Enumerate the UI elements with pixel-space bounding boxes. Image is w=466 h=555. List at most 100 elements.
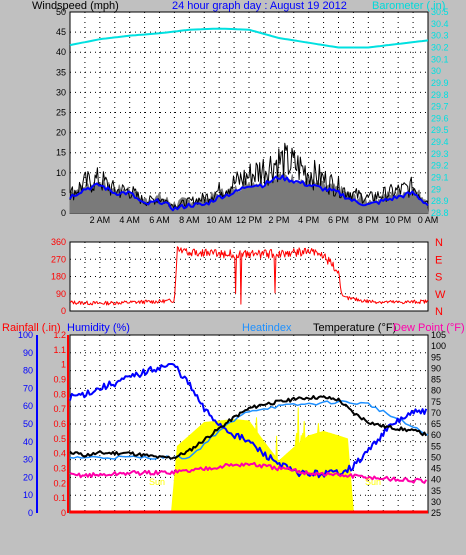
rainfall-tick-label: 0 <box>61 508 66 518</box>
humidity-tick-label: 0 <box>28 508 33 518</box>
wind-tick-label: 20 <box>56 128 66 138</box>
wind-tick-label: 15 <box>56 148 66 158</box>
temperature-tick-label: 75 <box>431 397 441 407</box>
direction-tick-label: 0 <box>61 306 66 316</box>
time-tick-label: 2 PM <box>268 215 289 225</box>
rainfall-tick-label: 0.4 <box>53 449 66 459</box>
compass-label: N <box>435 237 443 249</box>
humidity-series <box>69 363 428 479</box>
barometer-tick-label: 29.3 <box>431 149 449 159</box>
wind-tick-label: 45 <box>56 27 66 37</box>
temperature-tick-label: 50 <box>431 452 441 462</box>
humidity-tick-label: 80 <box>23 366 33 376</box>
direction-tick-label: 270 <box>51 254 66 264</box>
wind-tick-label: 0 <box>61 208 66 218</box>
time-tick-label: 4 AM <box>119 215 140 225</box>
time-tick-label: 6 PM <box>328 215 349 225</box>
rainfall-tick-label: 0.1 <box>53 493 66 503</box>
time-tick-label: 6 AM <box>149 215 170 225</box>
temperature-tick-label: 95 <box>431 352 441 362</box>
wind-tick-label: 25 <box>56 108 66 118</box>
compass-label: N <box>435 306 443 318</box>
barometer-tick-label: 30.1 <box>431 54 449 64</box>
temperature-tick-label: 90 <box>431 363 441 373</box>
temperature-tick-label: 65 <box>431 419 441 429</box>
barometer-axis-title: Barometer (.in) <box>372 0 445 12</box>
humidity-tick-label: 20 <box>23 472 33 482</box>
windspeed-series <box>69 142 429 209</box>
rainfall-tick-label: 0.2 <box>53 478 66 488</box>
temperature-tick-label: 30 <box>431 497 441 507</box>
barometer-tick-label: 29.6 <box>431 113 449 123</box>
barometer-tick-label: 29.1 <box>431 173 449 183</box>
temperature-tick-label: 70 <box>431 408 441 418</box>
direction-tick-label: 90 <box>56 289 66 299</box>
temperature-tick-label: 35 <box>431 486 441 496</box>
temperature-tick-label: 60 <box>431 430 441 440</box>
rainfall-tick-label: 1.2 <box>53 330 66 340</box>
graph-title: 24 hour graph day : August 19 2012 <box>172 0 347 12</box>
heatindex-series <box>69 400 429 460</box>
barometer-tick-label: 29.2 <box>431 161 449 171</box>
temperature-legend: Temperature (°F) <box>313 322 396 334</box>
temperature-tick-label: 105 <box>431 330 446 340</box>
rainfall-tick-label: 0.8 <box>53 389 66 399</box>
temperature-tick-label: 45 <box>431 464 441 474</box>
temperature-tick-label: 55 <box>431 441 441 451</box>
rainfall-tick-label: 0.5 <box>53 434 66 444</box>
barometer-tick-label: 29.7 <box>431 102 449 112</box>
rainfall-tick-label: 0.3 <box>53 464 66 474</box>
barometer-series <box>69 27 429 49</box>
temperature-tick-label: 40 <box>431 475 441 485</box>
barometer-tick-label: 29.5 <box>431 125 449 135</box>
wind-tick-label: 10 <box>56 168 66 178</box>
time-tick-label: 10 PM <box>385 215 411 225</box>
dewpoint-legend: Dew Point (°F) <box>393 322 465 334</box>
time-tick-label: 10 AM <box>206 215 232 225</box>
barometer-tick-label: 30.5 <box>431 7 449 17</box>
sunset-label: Sun <box>365 477 381 487</box>
time-tick-label: 4 PM <box>298 215 319 225</box>
rainfall-tick-label: 1.1 <box>53 345 66 355</box>
sunrise-label: Sun <box>149 477 165 487</box>
humidity-tick-label: 90 <box>23 348 33 358</box>
direction-tick-label: 180 <box>51 272 66 282</box>
temperature-tick-label: 100 <box>431 341 446 351</box>
direction-tick-label: 360 <box>51 237 66 247</box>
time-tick-label: 0 AM <box>418 215 439 225</box>
direction-panel <box>69 241 429 312</box>
barometer-tick-label: 28.9 <box>431 196 449 206</box>
barometer-tick-label: 29.4 <box>431 137 449 147</box>
rainfall-tick-label: 0.9 <box>53 375 66 385</box>
rainfall-tick-label: 0.7 <box>53 404 66 414</box>
temperature-tick-label: 80 <box>431 386 441 396</box>
humidity-tick-label: 30 <box>23 455 33 465</box>
wind-direction-series <box>69 246 429 306</box>
rainfall-legend: Rainfall (.in) <box>2 322 61 334</box>
wind-tick-label: 50 <box>56 7 66 17</box>
wind-tick-label: 35 <box>56 67 66 77</box>
humidity-tick-label: 10 <box>23 490 33 500</box>
humidity-tick-label: 40 <box>23 437 33 447</box>
barometer-tick-label: 29 <box>431 184 441 194</box>
rainfall-tick-label: 0.6 <box>53 419 66 429</box>
dewpoint-series <box>69 461 428 484</box>
windspeed-axis-title: Windspeed (mph) <box>32 0 119 12</box>
humidity-tick-label: 70 <box>23 383 33 393</box>
compass-label: W <box>435 289 446 301</box>
wind-tick-label: 5 <box>61 188 66 198</box>
humidity-legend: Humidity (%) <box>67 322 130 334</box>
temperature-tick-label: 25 <box>431 508 441 518</box>
temperature-tick-label: 85 <box>431 375 441 385</box>
barometer-tick-label: 30.2 <box>431 42 449 52</box>
compass-label: S <box>435 272 442 284</box>
wind-average-series <box>69 174 429 212</box>
humidity-tick-label: 100 <box>18 330 33 340</box>
time-tick-label: 12 PM <box>236 215 262 225</box>
barometer-tick-label: 30.3 <box>431 31 449 41</box>
barometer-tick-label: 30.4 <box>431 19 449 29</box>
time-tick-label: 8 PM <box>358 215 379 225</box>
humidity-tick-label: 60 <box>23 401 33 411</box>
compass-label: E <box>435 254 442 266</box>
